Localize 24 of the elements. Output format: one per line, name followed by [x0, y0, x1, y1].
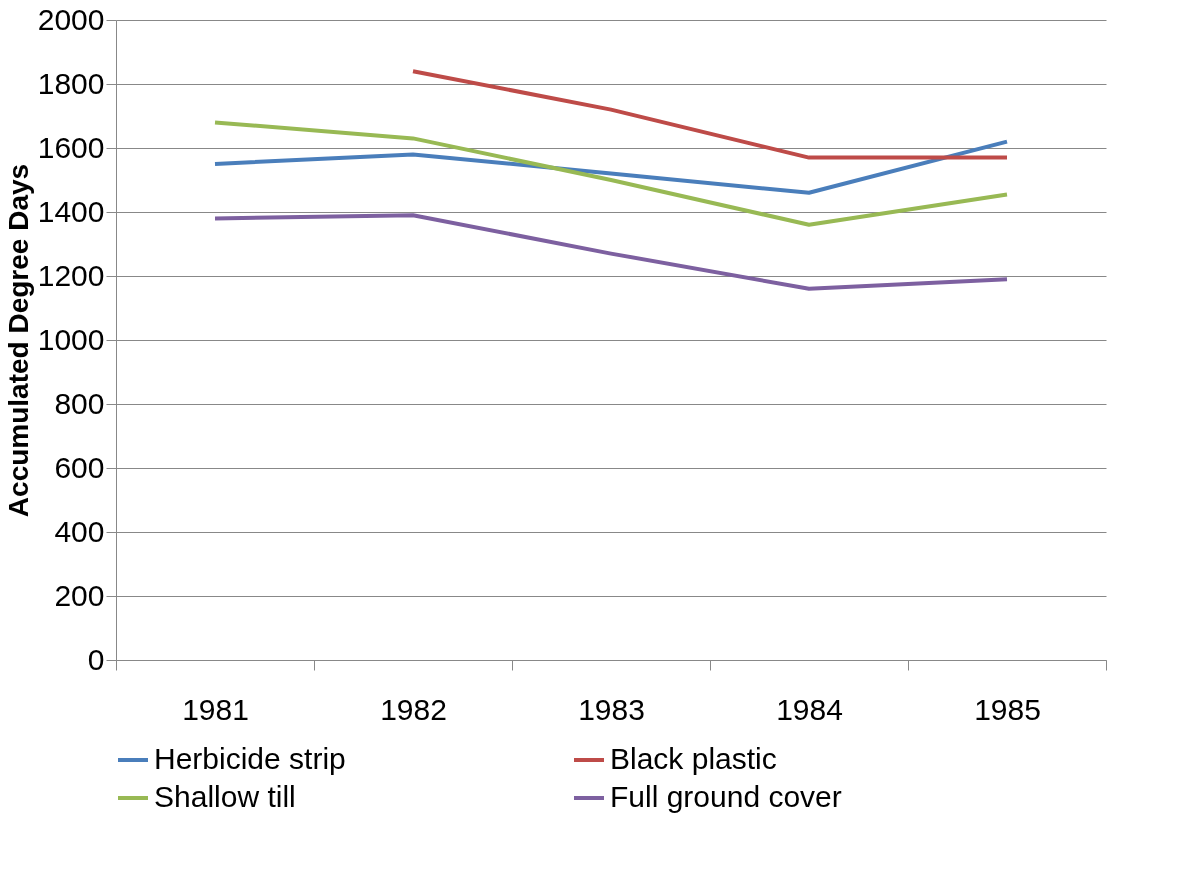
y-tick-label: 600: [54, 450, 105, 484]
x-tick-label: 1985: [974, 692, 1041, 726]
y-tick-label: 1800: [37, 66, 105, 100]
x-tick-label: 1983: [578, 692, 645, 726]
legend-label: Black plastic: [610, 742, 777, 775]
y-axis-title: Accumulated Degree Days: [2, 163, 34, 518]
y-tick-label: 1200: [37, 258, 105, 292]
y-tick-label: 1400: [37, 194, 105, 228]
y-tick-label: 1000: [37, 322, 105, 356]
legend-label: Herbicide strip: [154, 742, 346, 775]
x-tick-label: 1981: [182, 692, 249, 726]
x-tick-label: 1982: [380, 692, 447, 726]
y-tick-label: 800: [54, 386, 105, 420]
y-tick-label: 400: [54, 514, 105, 548]
line-series: [213, 120, 1009, 227]
x-tick-label: 1984: [776, 692, 843, 726]
y-tick-label: 200: [54, 578, 105, 612]
legend-label: Full ground cover: [610, 780, 842, 813]
y-tick-label: 0: [87, 642, 105, 676]
y-tick-label: 2000: [37, 2, 105, 36]
line-series: [213, 139, 1009, 195]
legend-label: Shallow till: [154, 780, 296, 813]
line-series: [213, 213, 1009, 291]
y-tick-label: 1600: [37, 130, 105, 164]
